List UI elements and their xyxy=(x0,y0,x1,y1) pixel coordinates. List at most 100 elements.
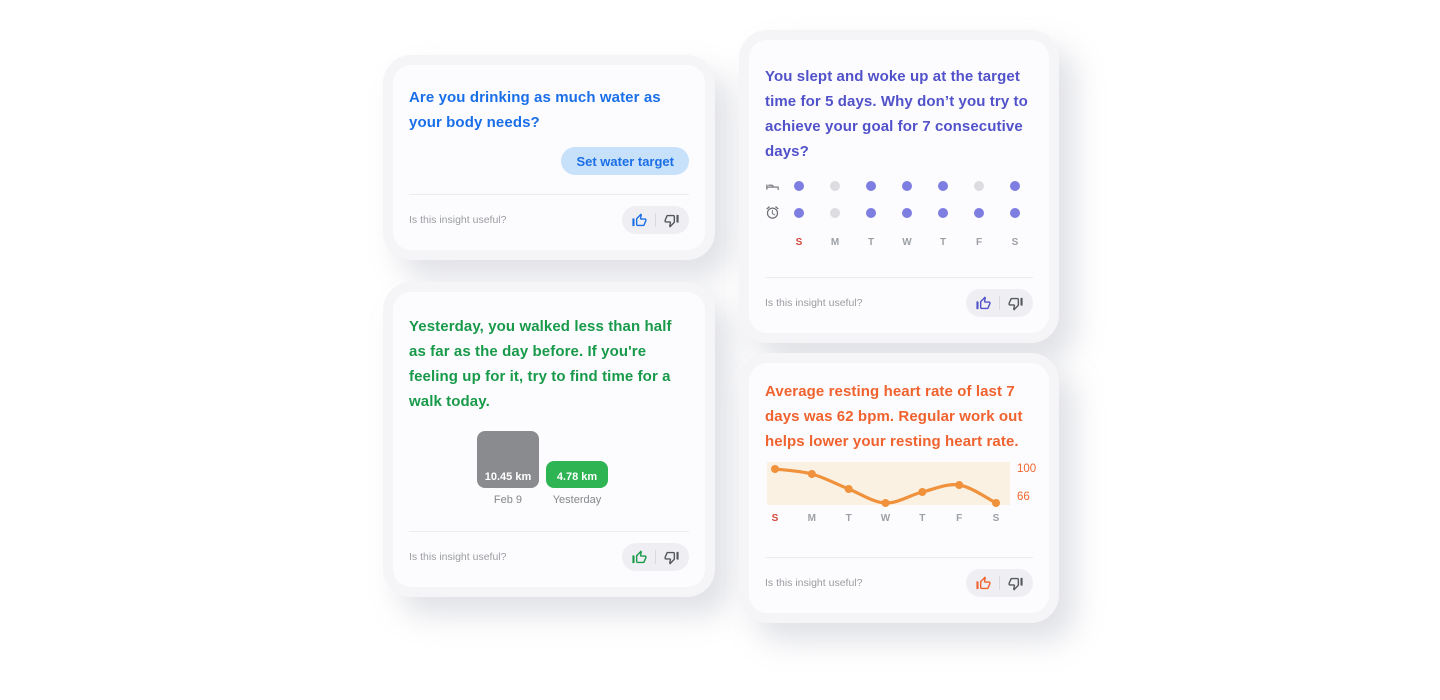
thumb-down-icon[interactable] xyxy=(1007,575,1024,592)
day-label: F xyxy=(975,236,983,248)
card-divider xyxy=(409,194,689,195)
dot-achieved xyxy=(794,207,804,218)
bar-column: 10.45 km Feb 9 xyxy=(477,431,539,506)
day-label: W xyxy=(880,513,891,524)
day-cell: W xyxy=(889,237,925,248)
bed-icon-box xyxy=(765,178,781,193)
thumb-down-icon[interactable] xyxy=(663,212,680,229)
day-cell: T xyxy=(925,237,961,248)
feedback-thumb-pill xyxy=(622,543,689,571)
chart-plot-band xyxy=(767,462,1010,507)
day-cell xyxy=(961,207,997,218)
bed-icon xyxy=(766,184,779,191)
day-cell xyxy=(781,180,817,191)
water-button-row: Set water target xyxy=(409,147,689,175)
day-cell xyxy=(997,180,1033,191)
feedback-footer: Is this insight useful? xyxy=(409,543,689,571)
feedback-question: Is this insight useful? xyxy=(409,214,507,226)
data-point xyxy=(771,465,779,473)
feedback-footer: Is this insight useful? xyxy=(765,289,1033,317)
day-cell xyxy=(817,180,853,191)
day-cell: S xyxy=(997,237,1033,248)
thumb-up-icon[interactable] xyxy=(975,295,992,312)
wakeup-row xyxy=(765,199,1033,226)
heart-rate-line-chart: 100 66 xyxy=(767,462,1052,507)
dot-achieved xyxy=(902,180,912,191)
bar-x-label: Feb 9 xyxy=(493,494,523,506)
dot-missed xyxy=(830,207,840,218)
day-label: S xyxy=(795,236,803,248)
alarm-icon-box xyxy=(765,205,781,220)
day-cell xyxy=(925,207,961,218)
water-insight-title: Are you drinking as much water as your b… xyxy=(409,89,661,131)
dot-achieved xyxy=(938,180,948,191)
dot-missed xyxy=(830,180,840,191)
card-divider xyxy=(765,277,1033,278)
feedback-question: Is this insight useful? xyxy=(765,577,863,589)
thumb-up-icon[interactable] xyxy=(975,575,992,592)
day-cell xyxy=(961,180,997,191)
sleep-insight-title: You slept and woke up at the target time… xyxy=(765,68,1028,160)
feedback-footer: Is this insight useful? xyxy=(765,569,1033,597)
heart-rate-line xyxy=(771,465,1000,507)
bar-column: 4.78 km Yesterday xyxy=(546,461,608,506)
day-cell: M xyxy=(817,237,853,248)
thumb-up-icon[interactable] xyxy=(631,212,648,229)
data-point xyxy=(955,481,964,489)
dot-achieved xyxy=(866,207,876,218)
day-cell xyxy=(817,207,853,218)
day-cell xyxy=(925,180,961,191)
day-cell: F xyxy=(961,237,997,248)
dot-achieved xyxy=(794,180,804,191)
day-label: S xyxy=(1011,236,1019,248)
feedback-thumb-pill xyxy=(966,569,1033,597)
day-label: T xyxy=(939,236,947,248)
insight-card-heart-rate: Average resting heart rate of last 7 day… xyxy=(749,363,1049,613)
thumb-down-icon[interactable] xyxy=(1007,295,1024,312)
data-point xyxy=(844,485,853,493)
distance-bar-chart: 10.45 km Feb 9 4.78 km Yesterday xyxy=(477,426,689,506)
dot-achieved xyxy=(902,207,912,218)
thumb-separator xyxy=(999,576,1000,590)
dot-achieved xyxy=(938,207,948,218)
insight-card-sleep: You slept and woke up at the target time… xyxy=(749,40,1049,333)
y-axis-max-label: 100 xyxy=(1017,463,1037,475)
feedback-question: Is this insight useful? xyxy=(409,551,507,563)
y-axis-min-label: 66 xyxy=(1017,491,1030,503)
day-label: F xyxy=(956,513,963,524)
thumb-separator xyxy=(655,213,656,227)
day-label: S xyxy=(771,513,779,524)
data-point xyxy=(881,499,890,507)
thumb-separator xyxy=(999,296,1000,310)
feedback-question: Is this insight useful? xyxy=(765,297,863,309)
bar-value-label: 4.78 km xyxy=(556,471,598,483)
day-cell xyxy=(781,207,817,218)
bar-value-label: 10.45 km xyxy=(484,471,532,483)
day-cell xyxy=(997,207,1033,218)
data-point xyxy=(807,470,816,478)
data-point xyxy=(992,499,1000,507)
day-label: M xyxy=(830,236,840,248)
distance-bar: 4.78 km xyxy=(546,461,608,488)
thumb-down-icon[interactable] xyxy=(663,549,680,566)
day-cell xyxy=(853,180,889,191)
feedback-thumb-pill xyxy=(966,289,1033,317)
dot-achieved xyxy=(974,207,984,218)
set-water-target-button[interactable]: Set water target xyxy=(561,147,689,175)
feedback-thumb-pill xyxy=(622,206,689,234)
thumb-up-icon[interactable] xyxy=(631,549,648,566)
day-label: T xyxy=(867,236,875,248)
data-point xyxy=(918,488,927,496)
bedtime-row xyxy=(765,172,1033,199)
dot-achieved xyxy=(1010,180,1020,191)
alarm-icon xyxy=(766,206,779,219)
day-cell xyxy=(889,207,925,218)
day-cell xyxy=(889,180,925,191)
walk-insight-title: Yesterday, you walked less than half as … xyxy=(409,318,672,410)
thumb-separator xyxy=(655,550,656,564)
insight-card-walking: Yesterday, you walked less than half as … xyxy=(393,292,705,587)
